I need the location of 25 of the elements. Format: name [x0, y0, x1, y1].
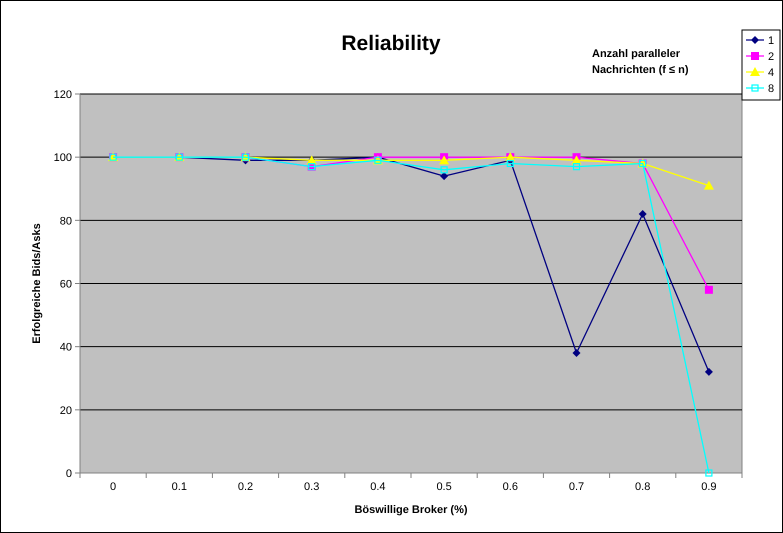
x-tick-label: 0.2: [238, 481, 254, 493]
x-axis-title: Böswillige Broker (%): [354, 504, 468, 516]
x-tick-label: 0.9: [701, 481, 717, 493]
y-tick-label: 40: [60, 342, 72, 354]
x-tick-label: 0.1: [172, 481, 187, 493]
legend-label: 4: [768, 67, 774, 79]
legend-label: 1: [768, 35, 774, 47]
x-tick-label: 0.8: [635, 481, 650, 493]
y-tick-label: 20: [60, 404, 72, 417]
y-tick-label: 0: [66, 468, 72, 480]
legend-title: Anzahl paralleler Nachrichten (f ≤ n): [592, 48, 689, 76]
x-tick-label: 0.6: [502, 481, 518, 493]
y-tick-label: 120: [54, 89, 72, 101]
y-tick-label: 60: [60, 278, 72, 290]
legend-label: 8: [768, 83, 774, 95]
x-tick-label: 0.7: [568, 481, 584, 493]
x-tick-label: 0.5: [436, 481, 452, 493]
chart-title: Reliability: [341, 32, 441, 55]
y-tick-label: 100: [54, 152, 72, 164]
x-tick-label: 0: [110, 481, 116, 493]
legend-label: 2: [768, 51, 774, 63]
y-axis-title: Erfolgreiche Bids/Asks: [31, 223, 43, 344]
x-tick-label: 0.3: [304, 481, 320, 493]
y-tick-label: 80: [60, 215, 72, 228]
x-tick-label: 0.4: [370, 481, 386, 493]
